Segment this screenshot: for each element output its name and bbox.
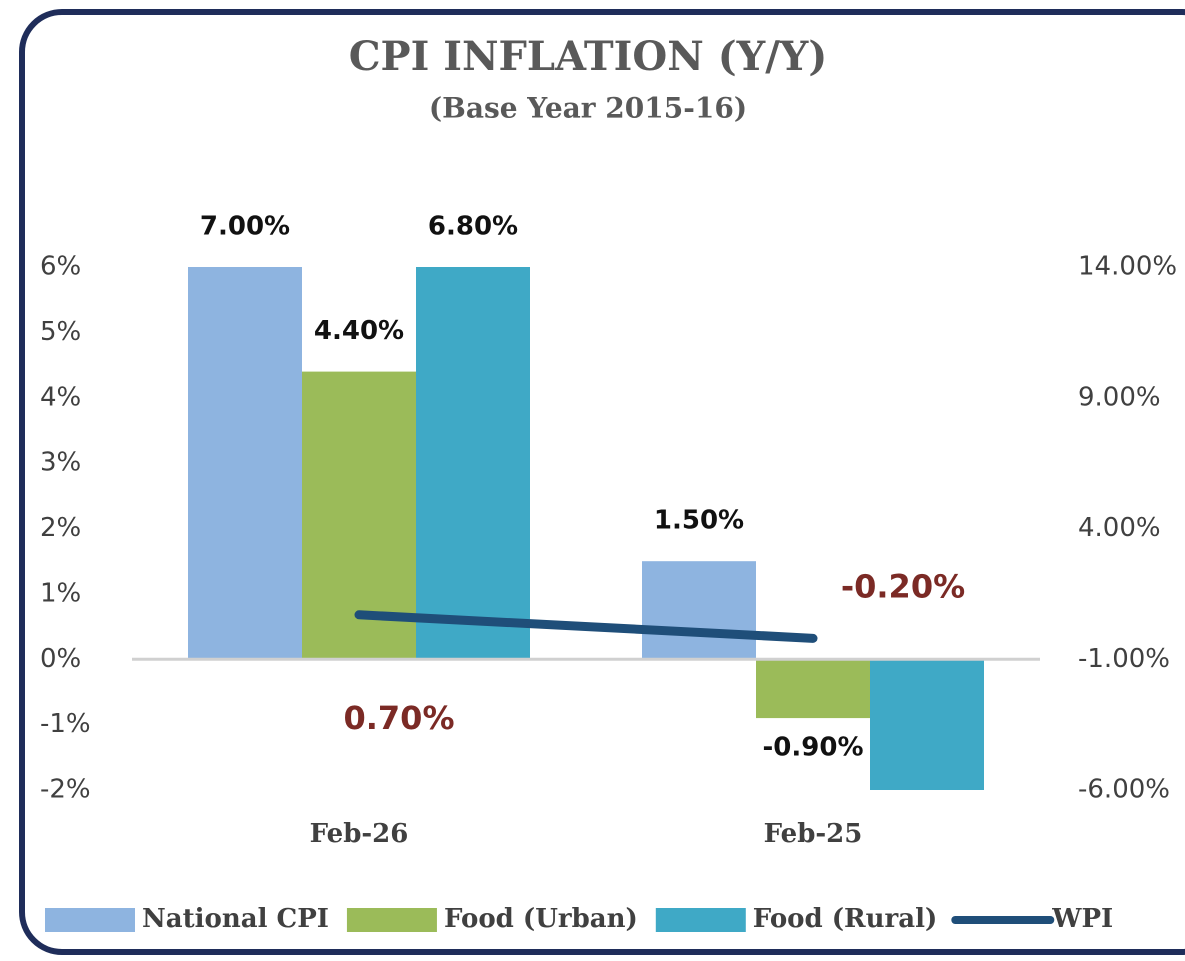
y-tick-label: 5% [40,317,81,347]
bar [642,561,756,660]
x-tick-label: Feb-26 [310,819,409,849]
y-tick-label: 4% [40,382,81,412]
data-label: 7.00% [200,212,290,242]
y-tick-label: 1% [40,578,81,608]
plot-area [188,267,984,790]
bar [188,267,302,660]
legend-swatch [346,908,437,932]
chart-title: CPI INFLATION (Y/Y) [349,33,828,80]
y-tick-label: 0% [40,644,81,674]
y2-tick-label: 14.00% [1078,252,1177,282]
bar [416,267,530,660]
x-tick-label: Feb-25 [764,819,863,849]
y2-tick-label: -6.00% [1078,775,1170,805]
data-label: 1.50% [654,506,744,536]
legend-label: Food (Rural) [753,904,938,934]
y-tick-label: -1% [40,709,91,739]
y-tick-label: 6% [40,252,81,282]
line-series [354,610,818,643]
legend-label: National CPI [142,904,329,934]
chart-subtitle: (Base Year 2015-16) [429,92,747,125]
legend-swatch [655,908,746,932]
line-label: 0.70% [343,699,454,737]
legend-label: WPI [1051,904,1113,934]
y2-tick-label: 9.00% [1078,382,1161,412]
y-tick-label: 2% [40,513,81,543]
y-tick-label: -2% [40,775,91,805]
bar [870,659,984,790]
data-label: 4.40% [314,316,404,346]
legend-label: Food (Urban) [444,904,638,934]
data-label: -0.90% [763,733,864,763]
y2-tick-label: 4.00% [1078,513,1161,543]
y2-tick-label: -1.00% [1078,644,1170,674]
data-label: 6.80% [428,212,518,242]
legend-swatch [45,908,135,932]
y-tick-label: 3% [40,448,81,478]
line-label: -0.20% [841,567,965,605]
bar [756,659,870,719]
